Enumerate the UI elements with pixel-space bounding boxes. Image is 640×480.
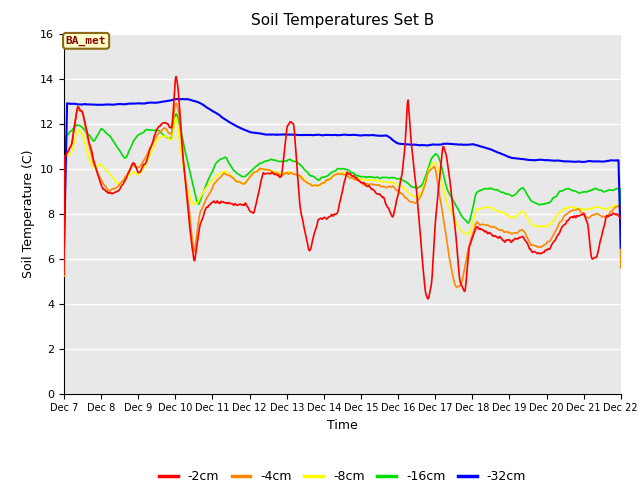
X-axis label: Time: Time <box>327 419 358 432</box>
Title: Soil Temperatures Set B: Soil Temperatures Set B <box>251 13 434 28</box>
Y-axis label: Soil Temperature (C): Soil Temperature (C) <box>22 149 35 278</box>
Legend: -2cm, -4cm, -8cm, -16cm, -32cm: -2cm, -4cm, -8cm, -16cm, -32cm <box>154 465 531 480</box>
Text: BA_met: BA_met <box>66 36 106 46</box>
